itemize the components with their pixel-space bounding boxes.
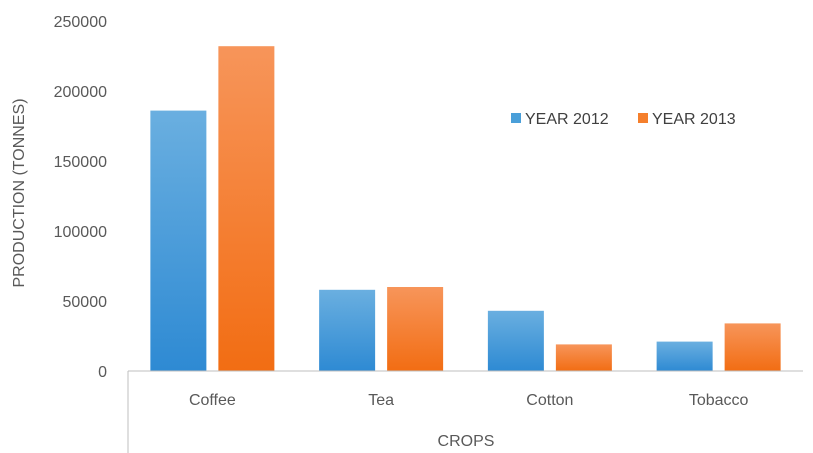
y-tick-label: 100000 (54, 224, 107, 241)
legend-swatch (638, 113, 648, 123)
y-tick-label: 50000 (63, 294, 108, 311)
legend-swatch (511, 113, 521, 123)
x-axis-labels: Coffee Tea Cotton Tobacco (189, 392, 749, 409)
bar-tobacco-year-2013 (724, 323, 781, 371)
bar-tea-year-2013 (387, 287, 444, 371)
y-axis-ticks: 0 50000 100000 150000 200000 250000 (54, 14, 107, 381)
x-tick-label: Tea (368, 392, 394, 409)
legend: YEAR 2012 YEAR 2013 (511, 111, 736, 128)
bar-tobacco-year-2012 (656, 341, 713, 371)
x-tick-label: Coffee (189, 392, 236, 409)
bar-cotton-year-2013 (555, 344, 612, 371)
x-tick-label: Cotton (526, 392, 573, 409)
y-tick-label: 0 (98, 364, 107, 381)
x-tick-label: Tobacco (689, 392, 749, 409)
legend-label: YEAR 2013 (652, 111, 736, 128)
bar-tea-year-2012 (319, 289, 376, 371)
y-tick-label: 250000 (54, 14, 107, 31)
x-axis-title: CROPS (438, 433, 495, 450)
legend-label: YEAR 2012 (525, 111, 609, 128)
y-axis-title: PRODUCTION (TONNES) (11, 98, 28, 287)
bar-coffee-year-2012 (150, 110, 207, 371)
bar-coffee-year-2013 (218, 46, 275, 371)
y-tick-label: 200000 (54, 84, 107, 101)
bar-cotton-year-2012 (487, 310, 544, 371)
y-tick-label: 150000 (54, 154, 107, 171)
bars (150, 46, 781, 371)
